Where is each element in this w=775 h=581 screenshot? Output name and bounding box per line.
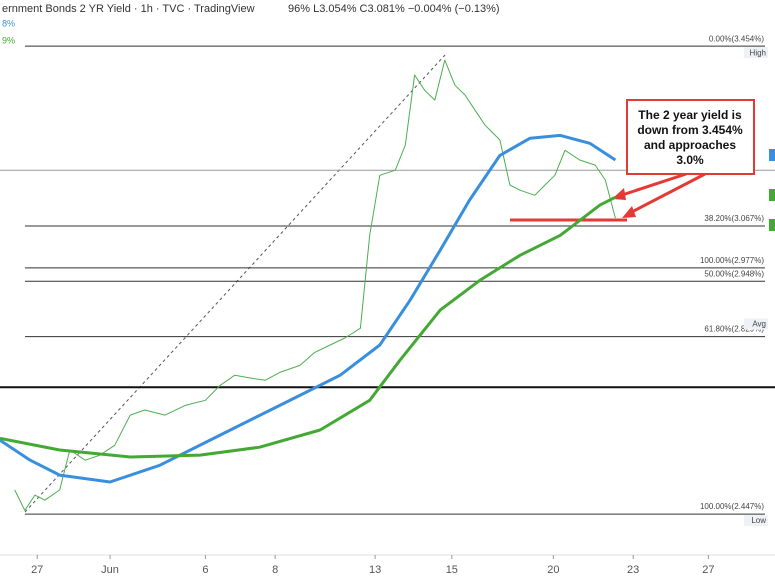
- marker-bg: [744, 515, 768, 527]
- x-tick-label: 8: [272, 564, 278, 576]
- fib-label: 0.00%(3.454%): [709, 34, 764, 43]
- fib-label: 100.00%(2.977%): [700, 256, 764, 265]
- fib-trend: [24, 54, 446, 513]
- price-tag: [769, 219, 775, 231]
- ohlc: 96% L3.054% C3.081% −0.004% (−0.13%): [288, 3, 500, 15]
- arrow: [627, 172, 706, 216]
- series-line: [14, 59, 616, 511]
- x-tick-label: 13: [369, 564, 381, 576]
- marker-label: High: [750, 48, 766, 57]
- marker-bg: [744, 318, 768, 330]
- ma-value: 8%: [2, 18, 15, 28]
- arrow-head: [622, 206, 636, 218]
- annotation: down from 3.454%: [637, 123, 743, 137]
- ma-value: 9%: [2, 35, 15, 45]
- x-tick-label: 23: [627, 564, 639, 576]
- arrow-head: [612, 188, 626, 200]
- x-tick-label: Jun: [101, 564, 119, 576]
- marker-label: Avg: [752, 320, 766, 329]
- fib-label: 50.00%(2.948%): [704, 269, 764, 278]
- price-tag: [769, 189, 775, 201]
- x-tick-label: 27: [31, 564, 43, 576]
- x-tick-label: 15: [446, 564, 458, 576]
- marker-label: Low: [751, 516, 766, 525]
- series-line: [0, 195, 617, 459]
- series-line: [0, 133, 617, 484]
- annotation-box: [626, 99, 755, 175]
- marker-bg: [744, 47, 768, 59]
- fib-label: 61.80%(2.829%): [704, 325, 764, 334]
- annotation: 3.0%: [676, 153, 704, 167]
- fib-label: 38.20%(3.067%): [704, 214, 764, 223]
- x-tick-label: 6: [202, 564, 208, 576]
- x-tick-label: 27: [702, 564, 714, 576]
- symbol-title: ernment Bonds 2 YR Yield · 1h · TVC · Tr…: [2, 3, 255, 15]
- price-tag: [769, 149, 775, 161]
- fib-label: 100.00%(2.447%): [700, 502, 764, 511]
- annotation: and approaches: [644, 138, 736, 152]
- x-tick-label: 20: [547, 564, 559, 576]
- annotation: The 2 year yield is: [638, 108, 742, 122]
- header-bar: [0, 0, 540, 18]
- arrow: [615, 172, 687, 199]
